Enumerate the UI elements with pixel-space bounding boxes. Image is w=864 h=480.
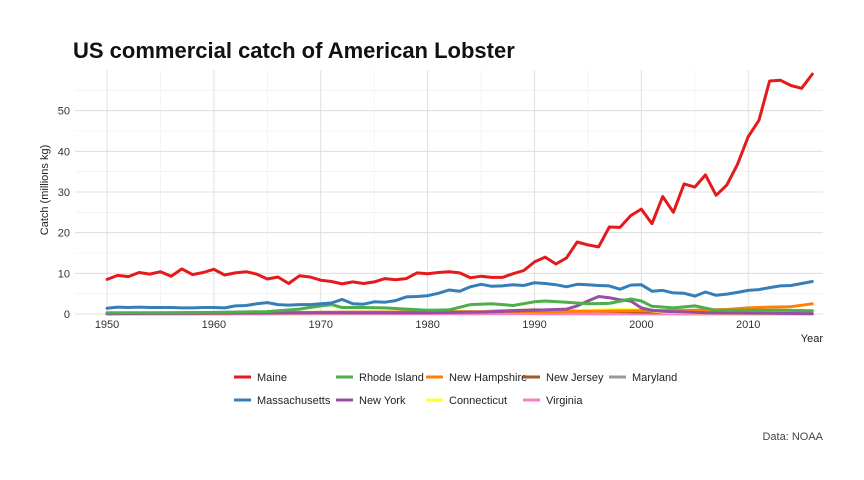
series-lines	[105, 72, 814, 316]
legend-label: Virginia	[546, 395, 583, 407]
legend-label: Connecticut	[449, 395, 507, 407]
x-tick-label: 1980	[415, 319, 439, 331]
chart-title: US commercial catch of American Lobster	[73, 38, 515, 63]
legend-label: Rhode Island	[359, 372, 424, 384]
x-tick-label: 2010	[736, 319, 760, 331]
legend-item-new-jersey: New Jersey	[523, 372, 604, 384]
x-axis-label: Year	[801, 333, 824, 345]
y-axis-label: Catch (millions kg)	[39, 145, 51, 235]
legend-label: Massachusetts	[257, 395, 331, 407]
y-axis-ticks: 0 10 20 30 40 50	[58, 106, 70, 321]
x-axis-ticks: 1950 1960 1970 1980 1990 2000 2010	[95, 319, 761, 331]
legend-label: New Hampshire	[449, 372, 527, 384]
legend-item-rhode-island: Rhode Island	[336, 372, 424, 384]
legend-item-virginia: Virginia	[523, 395, 583, 407]
series-line-new-york	[105, 295, 814, 316]
x-tick-label: 1990	[522, 319, 546, 331]
y-tick-label: 0	[64, 309, 70, 321]
legend-item-connecticut: Connecticut	[426, 395, 507, 407]
x-tick-label: 2000	[629, 319, 653, 331]
legend-item-maryland: Maryland	[609, 372, 677, 384]
legend-label: New Jersey	[546, 372, 604, 384]
legend-label: New York	[359, 395, 406, 407]
x-tick-label: 1950	[95, 319, 119, 331]
legend-item-new-york: New York	[336, 395, 406, 407]
source-caption: Data: NOAA	[762, 431, 823, 443]
x-tick-label: 1970	[309, 319, 333, 331]
x-tick-label: 1960	[202, 319, 226, 331]
legend-label: Maine	[257, 372, 287, 384]
legend-item-new-hampshire: New Hampshire	[426, 372, 527, 384]
grid	[75, 70, 823, 315]
series-line-rhode-island	[105, 297, 814, 315]
series-line-massachusetts	[105, 280, 814, 310]
y-tick-label: 10	[58, 268, 70, 280]
y-tick-label: 40	[58, 146, 70, 158]
legend-item-massachusetts: Massachusetts	[234, 395, 331, 407]
y-tick-label: 20	[58, 228, 70, 240]
legend-label: Maryland	[632, 372, 677, 384]
series-line-maine	[105, 72, 814, 286]
legend-item-maine: Maine	[234, 372, 287, 384]
legend: Maine Massachusetts Rhode Island New York Ne…	[234, 372, 677, 407]
y-tick-label: 50	[58, 106, 70, 118]
y-tick-label: 30	[58, 187, 70, 199]
